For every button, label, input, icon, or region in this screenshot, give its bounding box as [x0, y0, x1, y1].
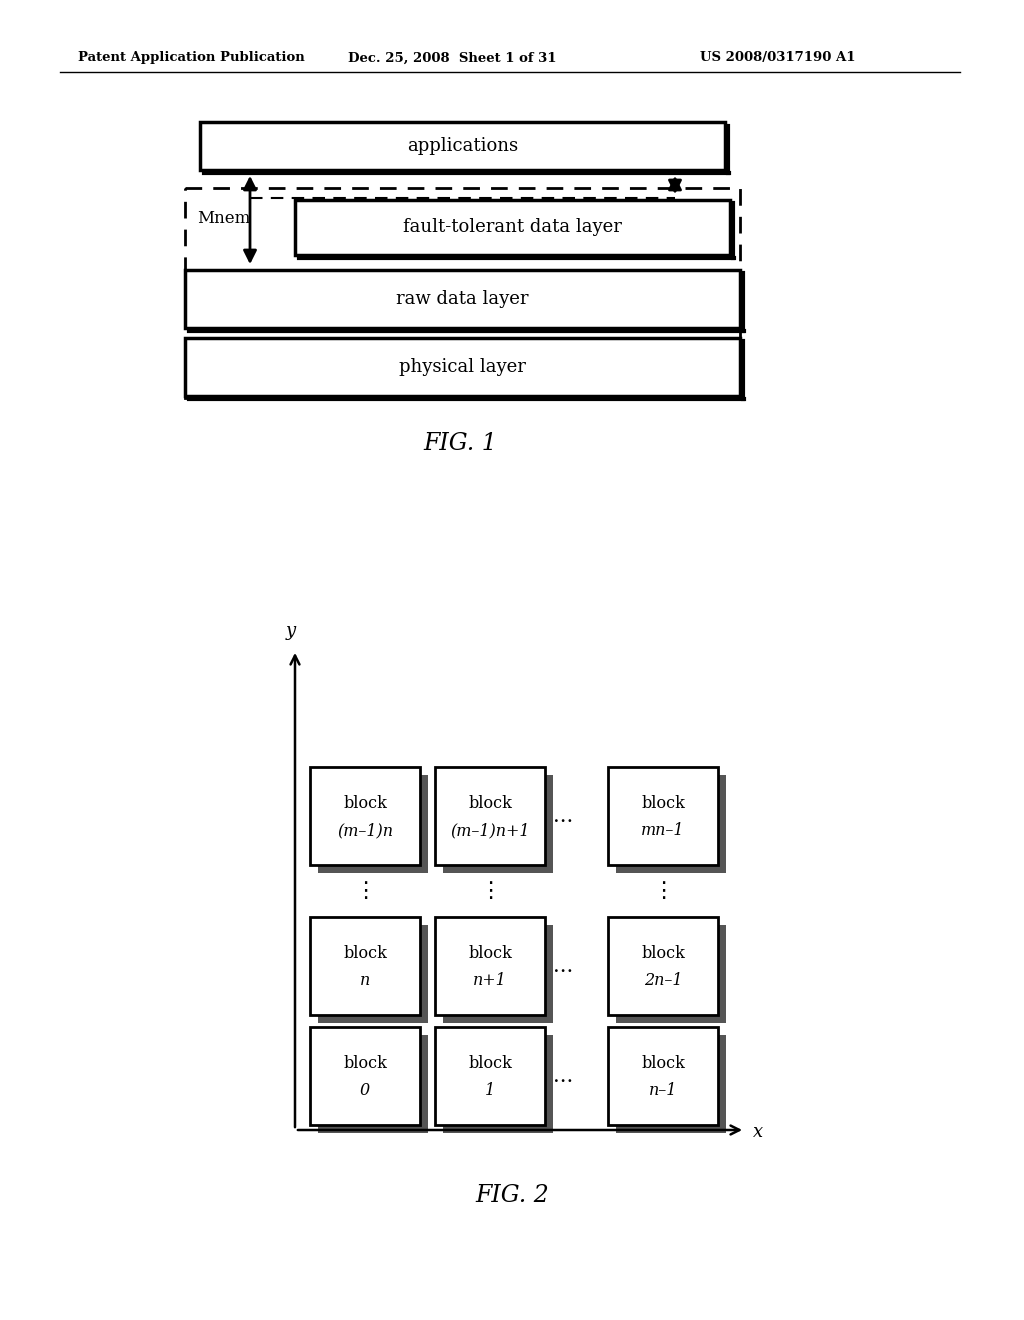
Text: US 2008/0317190 A1: US 2008/0317190 A1	[700, 51, 855, 65]
Text: mn–1: mn–1	[641, 822, 685, 840]
Text: applications: applications	[407, 137, 518, 154]
FancyBboxPatch shape	[608, 917, 718, 1015]
Text: fault-tolerant data layer: fault-tolerant data layer	[403, 219, 622, 236]
Text: Patent Application Publication: Patent Application Publication	[78, 51, 305, 65]
Text: 0: 0	[360, 1082, 370, 1100]
Text: ...: ...	[553, 957, 573, 975]
Bar	[318, 1035, 428, 1133]
Text: Mnem: Mnem	[197, 210, 251, 227]
Text: block: block	[641, 945, 685, 962]
FancyBboxPatch shape	[295, 201, 730, 255]
Text: block: block	[343, 795, 387, 812]
FancyBboxPatch shape	[185, 338, 740, 396]
Bar	[443, 925, 553, 1023]
Text: Dec. 25, 2008  Sheet 1 of 31: Dec. 25, 2008 Sheet 1 of 31	[348, 51, 556, 65]
Text: block: block	[641, 795, 685, 812]
Bar	[616, 775, 726, 873]
Text: (m–1)n+1: (m–1)n+1	[451, 822, 529, 840]
Text: (m–1)n: (m–1)n	[337, 822, 393, 840]
FancyBboxPatch shape	[185, 271, 740, 327]
Text: physical layer: physical layer	[399, 358, 526, 376]
Text: FIG. 2: FIG. 2	[475, 1184, 549, 1206]
FancyBboxPatch shape	[310, 1027, 420, 1125]
FancyBboxPatch shape	[435, 917, 545, 1015]
Bar	[616, 925, 726, 1023]
Text: n–1: n–1	[649, 1082, 677, 1100]
Text: y: y	[286, 622, 296, 640]
Bar	[318, 925, 428, 1023]
Text: ...: ...	[553, 807, 573, 825]
FancyBboxPatch shape	[200, 121, 725, 170]
Text: raw data layer: raw data layer	[396, 290, 528, 308]
FancyBboxPatch shape	[310, 917, 420, 1015]
Bar	[616, 1035, 726, 1133]
Text: block: block	[468, 795, 512, 812]
FancyBboxPatch shape	[435, 1027, 545, 1125]
Text: block: block	[468, 1055, 512, 1072]
Text: ...: ...	[553, 1067, 573, 1085]
Text: ⋮: ⋮	[354, 880, 376, 902]
Text: n: n	[359, 973, 370, 989]
FancyBboxPatch shape	[608, 1027, 718, 1125]
Text: block: block	[641, 1055, 685, 1072]
Text: ⋮: ⋮	[479, 880, 501, 902]
Text: block: block	[343, 945, 387, 962]
Bar	[318, 775, 428, 873]
Text: 2n–1: 2n–1	[644, 973, 682, 989]
FancyBboxPatch shape	[435, 767, 545, 865]
Bar	[443, 1035, 553, 1133]
Text: FIG. 1: FIG. 1	[423, 432, 497, 454]
Text: block: block	[343, 1055, 387, 1072]
Text: n+1: n+1	[473, 973, 507, 989]
Text: x: x	[753, 1123, 763, 1140]
Text: 1: 1	[485, 1082, 495, 1100]
FancyBboxPatch shape	[310, 767, 420, 865]
Text: block: block	[468, 945, 512, 962]
Text: ⋮: ⋮	[652, 880, 674, 902]
Bar	[443, 775, 553, 873]
FancyBboxPatch shape	[608, 767, 718, 865]
